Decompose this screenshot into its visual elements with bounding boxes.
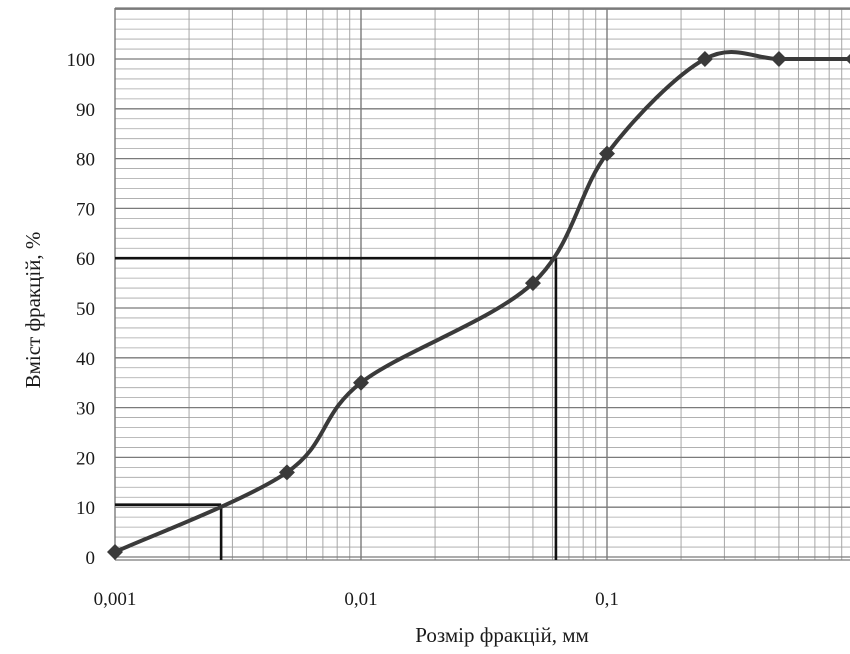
data-point [524, 275, 541, 292]
reference-lines [115, 256, 558, 560]
y-tick-label: 80 [76, 150, 95, 171]
data-point [770, 51, 787, 67]
y-tick-label: 20 [76, 448, 95, 469]
y-tick-label: 10 [76, 498, 95, 519]
x-tick-label: 0,01 [344, 589, 377, 610]
data-point [107, 544, 123, 561]
y-tick-label: 100 [67, 50, 96, 71]
data-point [845, 54, 850, 64]
y-tick-label: 40 [76, 349, 95, 370]
minor-grid [115, 8, 850, 560]
x-axis-title: Розмір фракцій, мм [415, 623, 589, 647]
data-point [353, 374, 369, 391]
data-point [696, 51, 713, 67]
y-tick-label: 30 [76, 399, 95, 420]
y-tick-labels: 0 10 20 30 40 50 60 70 80 90 100 [67, 50, 96, 569]
major-grid [114, 7, 850, 561]
y-tick-label: 60 [76, 249, 95, 270]
series-markers [107, 51, 850, 561]
x-tick-label: 0,1 [595, 589, 619, 610]
y-tick-label: 50 [76, 299, 95, 320]
y-tick-label: 0 [86, 548, 96, 569]
x-tick-labels: 0,001 0,01 0,1 [94, 589, 619, 610]
y-tick-label: 90 [76, 100, 95, 121]
y-tick-label: 70 [76, 199, 95, 220]
data-point [278, 464, 295, 481]
data-point [599, 145, 615, 162]
x-tick-label: 0,001 [94, 589, 137, 610]
y-axis-title: Вміст фракцій, % [21, 232, 45, 389]
